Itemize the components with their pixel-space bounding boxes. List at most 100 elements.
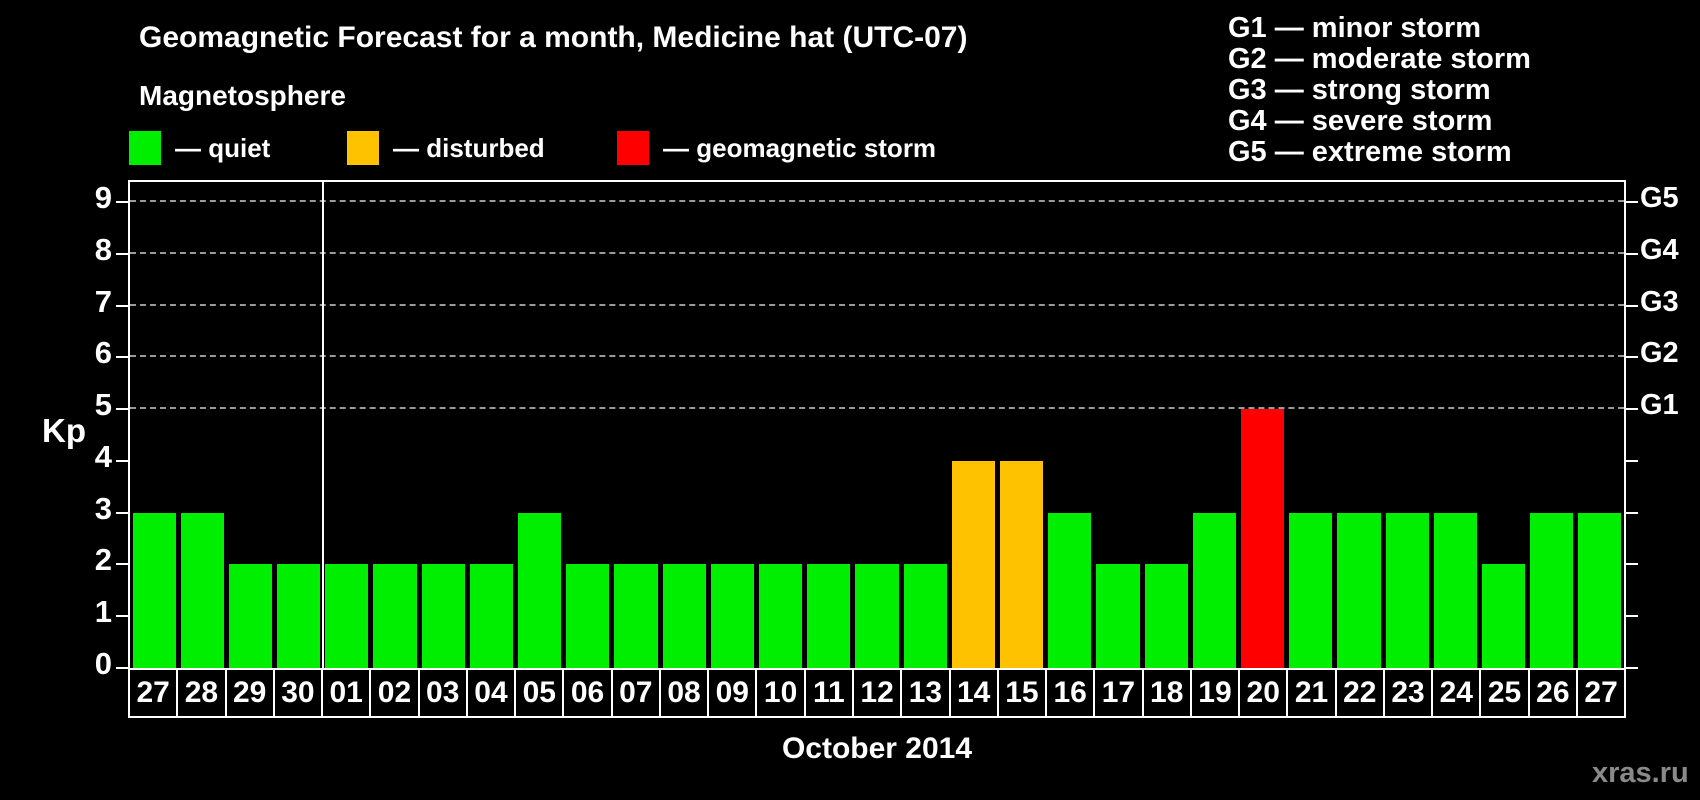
- kp-bar: [325, 564, 369, 668]
- y-tick-right: [1626, 356, 1638, 359]
- kp-bar: [566, 564, 610, 668]
- y-tick-label: 5: [94, 387, 112, 423]
- g-level-label-g2: G2: [1640, 337, 1679, 370]
- kp-bar: [469, 564, 514, 668]
- kp-bar: [1337, 512, 1381, 668]
- plot-area: 0 1 2 3 4 5 6 7 8 9 G1 G2 G3 G4 G5: [95, 180, 1679, 681]
- legend-item-storm: — geomagnetic storm: [617, 131, 936, 165]
- date-cell: 30: [275, 670, 324, 716]
- kp-bar: [1192, 512, 1236, 668]
- y-tick-right: [1626, 511, 1638, 514]
- kp-bar: [662, 564, 706, 668]
- date-cell: 25: [1481, 670, 1530, 716]
- date-cell: 28: [178, 670, 227, 716]
- kp-bar: [1578, 512, 1622, 668]
- y-tick-left: [116, 408, 128, 411]
- kp-bar: [277, 564, 321, 668]
- y-tick-right: [1626, 304, 1638, 307]
- y-tick-label: 1: [94, 594, 112, 630]
- gridline-kp5: [130, 407, 1624, 410]
- date-cell: 16: [1047, 670, 1096, 716]
- date-cell: 05: [516, 670, 565, 716]
- kp-bar: [518, 512, 562, 668]
- kp-bar: [759, 564, 803, 668]
- g-scale-legend: G1 — minor storm G2 — moderate storm G3 — …: [1228, 13, 1531, 168]
- date-cell: 12: [854, 670, 903, 716]
- date-cell: 24: [1433, 670, 1482, 716]
- y-tick-right: [1626, 667, 1638, 669]
- kp-bar: [951, 460, 995, 668]
- date-cell: 18: [1144, 670, 1192, 716]
- g-scale-legend-line: G1 — minor storm: [1228, 12, 1481, 44]
- kp-bar: [710, 564, 754, 668]
- y-tick-left: [116, 356, 128, 359]
- kp-bar: [807, 564, 851, 668]
- date-cell: 04: [468, 670, 517, 716]
- date-cell: 21: [1288, 670, 1337, 716]
- y-tick-label: 3: [94, 490, 112, 526]
- kp-bar: [1096, 564, 1140, 668]
- gridline-kp8: [130, 251, 1624, 254]
- kp-bar: [1385, 512, 1429, 668]
- kp-bar: [1481, 564, 1526, 668]
- kp-bar: [999, 460, 1044, 668]
- date-cell: 11: [806, 670, 854, 716]
- date-cell: 23: [1385, 670, 1434, 716]
- kp-bar: [903, 564, 947, 668]
- chart-title: Geomagnetic Forecast for a month, Medici…: [139, 21, 968, 54]
- y-tick-left: [116, 615, 128, 618]
- g-scale-legend-line: G4 — severe storm: [1228, 105, 1493, 137]
- date-cell: 20: [1240, 670, 1289, 716]
- legend-swatch-disturbed: [347, 131, 379, 165]
- y-tick-right: [1626, 459, 1638, 462]
- date-cell: 02: [371, 670, 420, 716]
- kp-bar: [1530, 512, 1574, 668]
- watermark: xras.ru: [1592, 757, 1689, 789]
- g-scale-legend-line: G2 — moderate storm: [1228, 43, 1531, 75]
- month-separator-line: [321, 182, 324, 668]
- g-scale-legend-line: G5 — extreme storm: [1228, 136, 1512, 168]
- y-tick-left: [116, 304, 128, 307]
- y-tick-left: [116, 563, 128, 566]
- y-tick-label: 0: [94, 646, 112, 681]
- g-scale-legend-line: G3 — strong storm: [1228, 74, 1491, 106]
- date-cell: 22: [1337, 670, 1385, 716]
- kp-bar: [855, 564, 899, 668]
- date-cell: 27: [1584, 676, 1618, 709]
- y-tick-left: [116, 511, 128, 514]
- kp-bar: [1048, 512, 1092, 668]
- date-cell: 26: [1530, 670, 1578, 716]
- y-tick-label: 2: [94, 542, 112, 578]
- g-level-label-g3: G3: [1640, 285, 1679, 318]
- kp-bar: [180, 512, 224, 668]
- date-cell: 01: [323, 670, 372, 716]
- kp-axis-label: Kp: [42, 412, 86, 449]
- month-label: October 2014: [781, 732, 973, 765]
- date-cell: 19: [1192, 670, 1241, 716]
- kp-bar: [614, 564, 658, 668]
- y-tick-right: [1626, 252, 1638, 255]
- y-tick-right: [1626, 408, 1638, 411]
- kp-bar: [1289, 512, 1333, 668]
- kp-bar: [1240, 409, 1285, 668]
- y-tick-label: 9: [94, 180, 112, 215]
- legend-item-label: — geomagnetic storm: [663, 132, 937, 163]
- kp-bar: [1144, 564, 1188, 668]
- date-cell: 15: [999, 670, 1048, 716]
- kp-bar: [228, 564, 273, 668]
- y-tick-label: 7: [94, 283, 112, 319]
- g-level-label-g5: G5: [1640, 182, 1679, 214]
- g-level-label-g4: G4: [1640, 233, 1679, 266]
- date-cell: 10: [757, 670, 806, 716]
- y-tick-label: 4: [94, 438, 112, 474]
- legend-item-quiet: — quiet: [129, 131, 270, 165]
- date-cell: 29: [227, 670, 275, 716]
- kp-bar: [421, 564, 465, 668]
- magnetosphere-label: Magnetosphere: [139, 80, 346, 111]
- y-tick-label: 6: [94, 335, 112, 371]
- legend-swatch-quiet: [129, 131, 161, 165]
- legend-item-disturbed: — disturbed: [347, 131, 545, 165]
- legend-swatch-storm: [617, 131, 649, 165]
- y-tick-left: [116, 201, 128, 203]
